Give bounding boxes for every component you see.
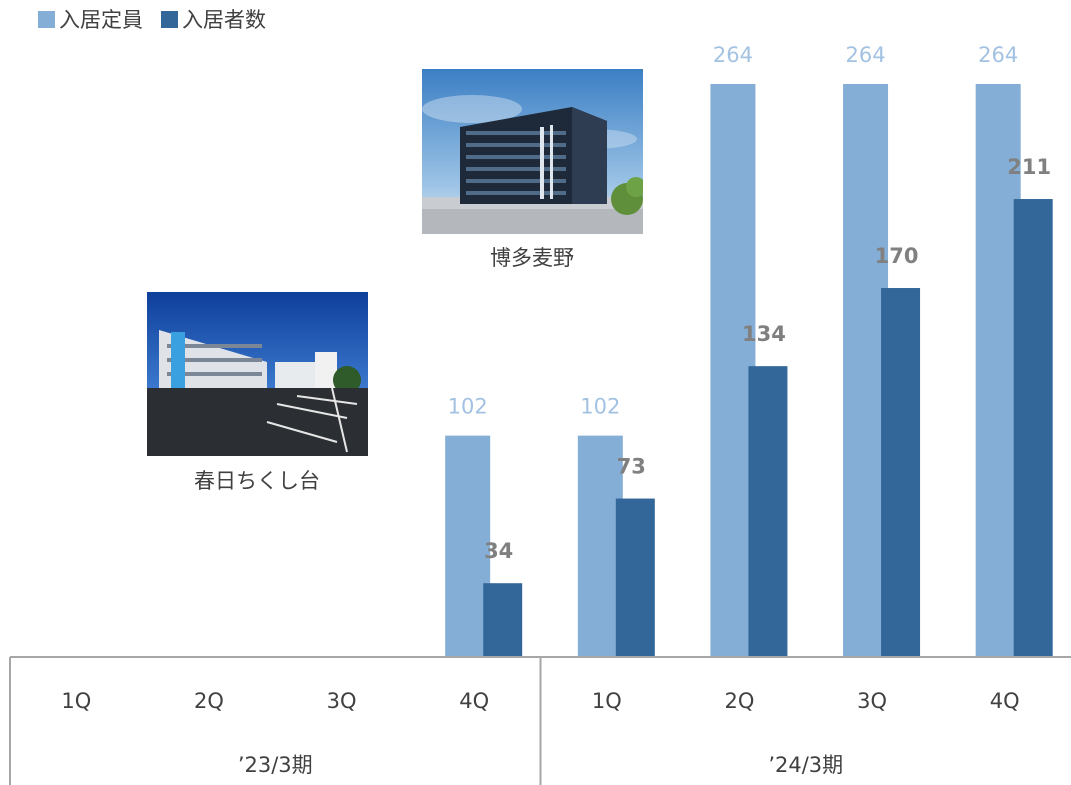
x-tick-label: 3Q xyxy=(327,689,357,713)
data-label-capacity: 102 xyxy=(448,395,488,419)
bar-residents xyxy=(1013,199,1053,657)
photo-caption-hakata-mugino: 博多麦野 xyxy=(490,246,574,270)
x-tick-label: 3Q xyxy=(857,689,887,713)
x-group-label: ’23/3期 xyxy=(238,753,313,777)
bar-residents xyxy=(615,498,655,657)
data-label-residents: 211 xyxy=(1007,155,1051,179)
bar-residents xyxy=(483,583,523,657)
data-label-residents: 73 xyxy=(617,455,646,479)
bar-capacity xyxy=(445,435,491,657)
data-label-capacity: 264 xyxy=(978,43,1018,67)
x-tick-label: 1Q xyxy=(592,689,622,713)
data-label-capacity: 264 xyxy=(713,43,753,67)
chart-legend: 入居定員 入居者数 xyxy=(38,4,266,34)
x-tick-label: 4Q xyxy=(459,689,489,713)
legend-label-residents: 入居者数 xyxy=(182,8,266,32)
legend-swatch-capacity xyxy=(38,10,55,28)
building-photo-kasuga-chikushidai xyxy=(147,292,368,456)
bar-capacity xyxy=(577,435,623,657)
bar-residents xyxy=(881,288,921,657)
data-label-capacity: 102 xyxy=(580,395,620,419)
x-tick-label: 2Q xyxy=(724,689,754,713)
building-photo-hakata-mugino xyxy=(422,69,643,234)
legend-swatch-residents xyxy=(161,10,178,28)
bar-residents xyxy=(748,366,788,657)
bar-capacity xyxy=(975,84,1021,657)
data-label-capacity: 264 xyxy=(846,43,886,67)
legend-label-capacity: 入居定員 xyxy=(59,8,143,32)
bar-capacity xyxy=(843,84,889,657)
x-tick-label: 1Q xyxy=(61,689,91,713)
legend-item-residents: 入居者数 xyxy=(161,4,266,34)
data-label-residents: 34 xyxy=(484,539,513,563)
legend-item-capacity: 入居定員 xyxy=(38,4,143,34)
x-group-label: ’24/3期 xyxy=(768,753,843,777)
x-tick-label: 2Q xyxy=(194,689,224,713)
x-tick-label: 4Q xyxy=(990,689,1020,713)
data-label-residents: 170 xyxy=(875,244,919,268)
bar-capacity xyxy=(710,84,756,657)
data-label-residents: 134 xyxy=(742,322,786,346)
photo-caption-kasuga-chikushidai: 春日ちくし台 xyxy=(194,469,320,493)
